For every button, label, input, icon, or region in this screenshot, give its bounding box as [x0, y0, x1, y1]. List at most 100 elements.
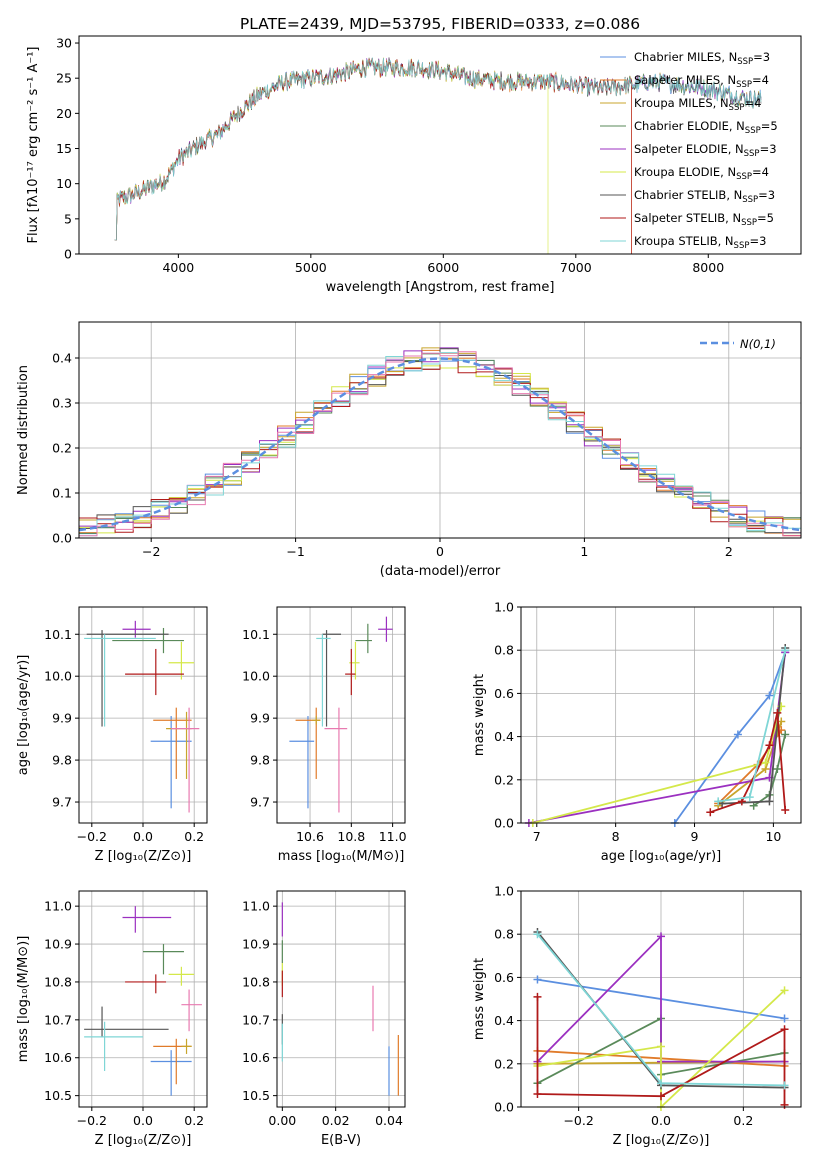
errorbar-point: [84, 1021, 143, 1071]
legend-sub: SSP: [737, 57, 753, 67]
x-tick-label: 7: [533, 829, 541, 844]
errorbar-point: [84, 634, 156, 727]
x-tick-label: 0.2: [184, 1113, 204, 1128]
legend-entry: Chabrier STELIB, NSSP=3: [634, 188, 775, 205]
weight-line: [536, 934, 785, 1063]
x-tick-label: 7000: [560, 260, 592, 275]
errorbar-point: [143, 944, 184, 975]
chart-weight_vs_age: 7 8 9 10 0.0 0.2 0.4 0.6 0.8 1.0 age [log₁₀(age/yr…: [472, 600, 802, 864]
x-tick-label: 0.2: [733, 1113, 753, 1128]
x-tick-label: 0.0: [133, 829, 153, 844]
axes-frame: [78, 35, 802, 255]
y-tick-label: 9.9: [52, 711, 72, 726]
y-tick-label: 10.0: [242, 669, 270, 684]
errorbar-point: [125, 648, 184, 696]
y-tick-label: 30: [56, 36, 72, 51]
errorbar-point: [171, 707, 200, 813]
y-tick-label: 0.4: [494, 729, 514, 744]
legend-entry: Kroupa ELODIE, NSSP=4: [634, 165, 769, 182]
chart-weight_vs_Z: −0.2 0.0 0.2 0.0 0.2 0.4 0.6 0.8 1.0 Z [log₁₀(Z/Z…: [472, 884, 802, 1148]
x-tick-label: 5000: [295, 260, 327, 275]
x-tick-label: −0.2: [77, 1113, 107, 1128]
plot-area: [289, 616, 393, 813]
errorbar-point: [125, 974, 167, 994]
legend: N(0,1): [700, 337, 776, 351]
figure-title: PLATE=2439, MJD=53795, FIBERID=0333, z=0…: [240, 15, 640, 33]
weight-series: [528, 702, 786, 827]
weight-marker: [657, 1079, 665, 1088]
x-tick-label: 0.02: [322, 1113, 350, 1128]
y-tick-label: 10.5: [44, 1088, 72, 1103]
errorbar-point: [355, 623, 372, 654]
errorbar-point: [168, 641, 195, 680]
weight-marker: [780, 986, 789, 995]
weight-marker: [773, 765, 782, 773]
x-tick-label: 11.0: [379, 829, 407, 844]
legend-sub: SSP: [741, 218, 757, 228]
x-tick-label: 0.00: [268, 1113, 296, 1128]
errorbar-point: [86, 630, 169, 727]
legend-label: Salpeter STELIB, N: [634, 211, 741, 225]
x-tick-label: 8: [612, 829, 620, 844]
x-tick-label: 4000: [162, 260, 194, 275]
y-tick-label: 0.8: [494, 927, 514, 942]
plot-area: [524, 644, 790, 827]
legend-entry: Chabrier MILES, NSSP=3: [634, 50, 770, 67]
y-tick-label: 10: [56, 176, 72, 191]
y-axis-label: age [log₁₀(age/yr)]: [16, 655, 31, 776]
x-tick-label: −0.2: [77, 829, 107, 844]
y-tick-label: 10.8: [242, 974, 270, 989]
y-tick-label: 9.8: [52, 753, 72, 768]
legend-sub: SSP: [736, 172, 752, 182]
y-tick-label: 9.7: [250, 795, 270, 810]
errorbar-point: [181, 989, 202, 1032]
legend-n: =3: [749, 234, 766, 248]
weight-series: [533, 992, 789, 1109]
errorbar-point: [378, 616, 393, 642]
axes-frame: [520, 890, 802, 1108]
weight-series: [533, 930, 789, 1090]
legend-n: =5: [757, 211, 774, 225]
y-axis-label: Normed distribution: [16, 365, 31, 495]
legend-sub: SSP: [736, 80, 752, 90]
y-tick-label: 10.7: [242, 1012, 270, 1027]
errorbar-point: [345, 648, 356, 696]
y-tick-label: 10.9: [44, 937, 72, 952]
legend-entry: Salpeter MILES, NSSP=4: [634, 73, 769, 90]
legend-label: Salpeter MILES, N: [634, 73, 736, 87]
y-tick-label: 10.1: [242, 627, 270, 642]
x-axis-label: wavelength [Angstrom, rest frame]: [326, 280, 555, 295]
x-tick-label: 0.0: [133, 1113, 153, 1128]
x-tick-label: 10.6: [296, 829, 324, 844]
y-tick-label: 0: [64, 247, 72, 262]
x-tick-label: −1: [286, 544, 304, 559]
y-tick-label: 0.6: [494, 970, 514, 985]
weight-marker: [657, 1042, 665, 1051]
x-tick-label: 0: [436, 544, 444, 559]
weight-marker: [533, 975, 542, 984]
y-tick-label: 25: [56, 71, 72, 86]
errorbar-point: [168, 966, 195, 986]
legend-label: Kroupa STELIB, N: [634, 234, 734, 248]
errorbar-point: [322, 630, 341, 727]
y-tick-label: 0.4: [52, 351, 72, 366]
chart-mass_vs_ebv: 0.00 0.02 0.04 10.5 10.6 10.7 10.8 10.9 11.0 E(B-…: [242, 890, 406, 1148]
legend-n: =4: [744, 96, 761, 110]
x-axis-label: Z [log₁₀(Z/Z⊙)]: [613, 1133, 710, 1148]
y-tick-label: 10.6: [242, 1050, 270, 1065]
x-tick-label: 8000: [692, 260, 724, 275]
y-tick-label: 1.0: [494, 600, 514, 615]
y-tick-label: 9.7: [52, 795, 72, 810]
x-tick-label: 9: [691, 829, 699, 844]
chart-mass_vs_Z: −0.2 0.0 0.2 10.5 10.6 10.7 10.8 10.9 11.0 Z [log…: [16, 890, 208, 1148]
plot-area: [114, 57, 762, 254]
y-tick-label: 0.8: [494, 643, 514, 658]
y-tick-label: 10.7: [44, 1012, 72, 1027]
weight-marker: [657, 1092, 665, 1101]
x-tick-label: 2: [725, 544, 733, 559]
plot-area: [84, 906, 202, 1096]
legend-n: =5: [761, 119, 778, 133]
errorbar-point: [122, 906, 172, 933]
x-tick-label: −0.2: [563, 1113, 593, 1128]
